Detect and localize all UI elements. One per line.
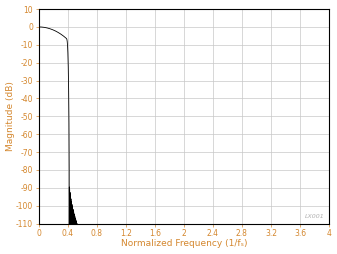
X-axis label: Normalized Frequency (1/fₛ): Normalized Frequency (1/fₛ) — [121, 240, 247, 248]
Text: LX001: LX001 — [305, 214, 325, 219]
Y-axis label: Magnitude (dB): Magnitude (dB) — [5, 81, 14, 151]
